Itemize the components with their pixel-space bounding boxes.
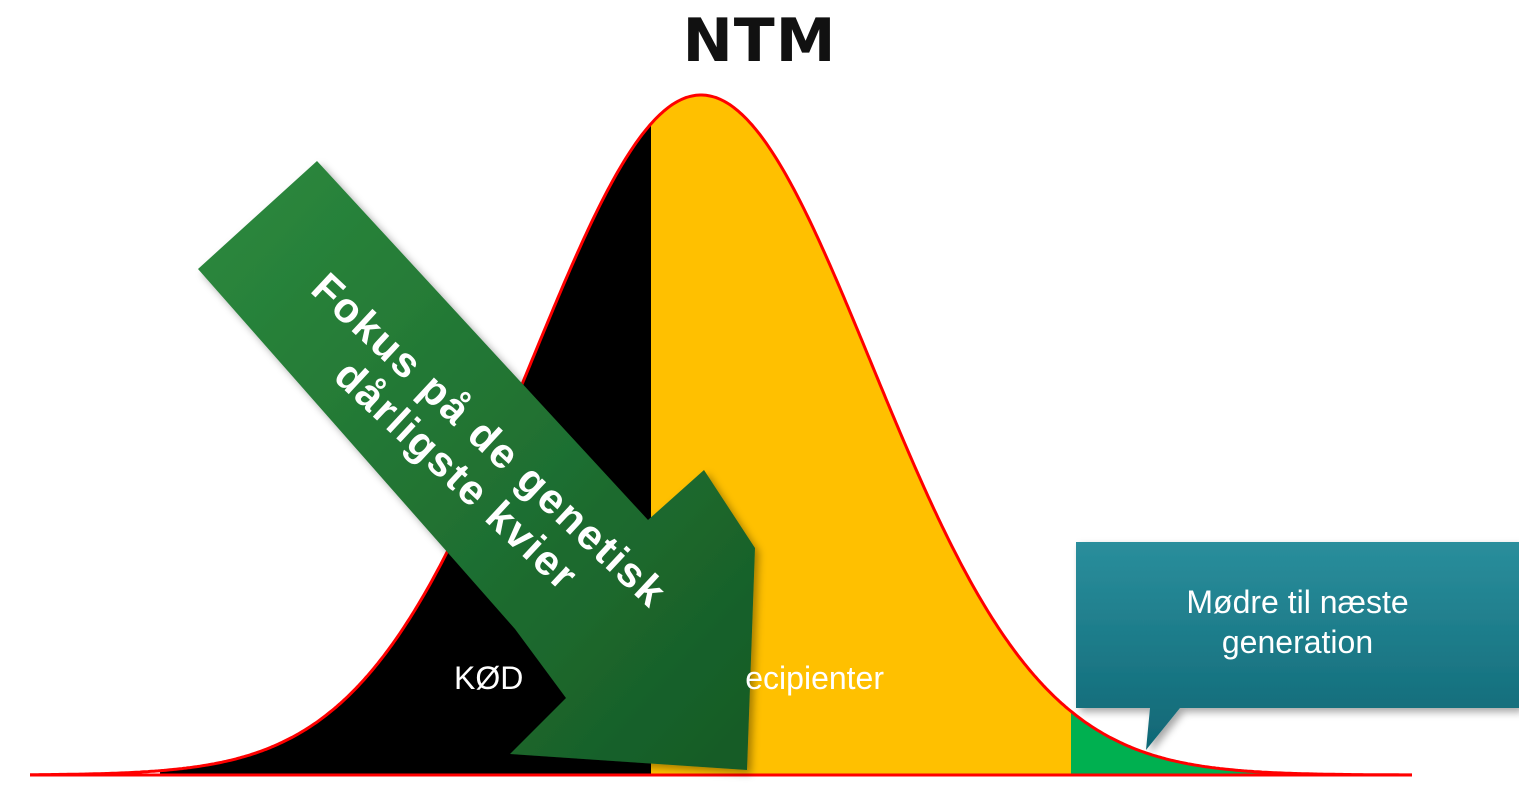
segment-moedre bbox=[1071, 711, 1412, 775]
callout-text: Mødre til næste generation bbox=[1076, 582, 1519, 662]
segment-recipienter bbox=[651, 95, 1071, 775]
bell-curve-line bbox=[30, 93, 1412, 777]
focus-arrow bbox=[198, 161, 755, 770]
callout-line-2: generation bbox=[1221, 624, 1374, 660]
chart-title: NTM bbox=[682, 6, 837, 76]
callout-line-1: Mødre til næste bbox=[1186, 584, 1409, 620]
segment-label-recipienter: Recipienter bbox=[722, 660, 884, 696]
segment-label-kod: KØD bbox=[454, 660, 524, 696]
callout-box bbox=[1076, 542, 1519, 750]
